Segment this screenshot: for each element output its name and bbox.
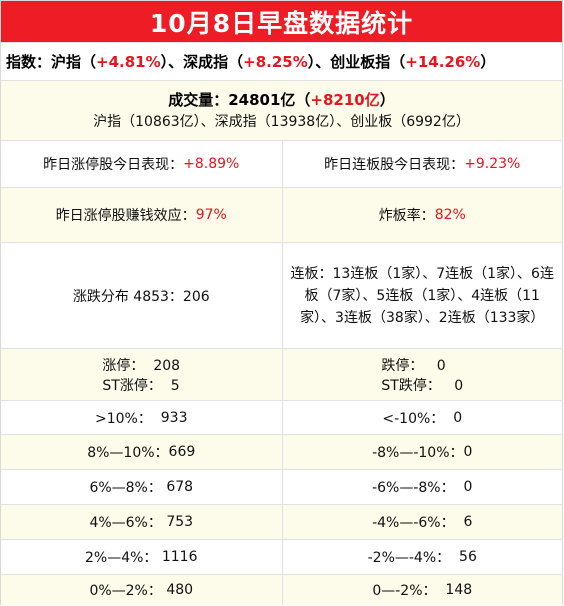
range-down-cell: 0—-2%： 148: [281, 575, 563, 605]
indices-row: 指数： 沪指（ +4.81% ）、深成指（ +8.25% ）、创业板指（ +14…: [1, 42, 562, 80]
range-down-cell: <-10%： 0: [281, 401, 563, 434]
range-up-value: 1116: [161, 549, 198, 565]
page-title: 10月8日早盘数据统计: [1, 1, 562, 42]
profit-effect-value: 97%: [195, 207, 227, 223]
range-up-value: 480: [166, 582, 194, 598]
range-up-label: 2%—4%：: [84, 550, 158, 566]
break-rate-label: 炸板率：: [378, 208, 435, 224]
performance-row: 昨日涨停股今日表现： +8.89% 昨日连板股今日表现： +9.23%: [1, 140, 562, 187]
range-down-value: 0: [463, 479, 473, 495]
st-limit-up-value: 5: [170, 377, 180, 394]
range-up-label: 0%—2%：: [89, 583, 162, 599]
range-down-value: 148: [445, 582, 473, 598]
sz-index-label: ）、深成指（: [160, 53, 244, 71]
st-limit-down-label: ST跌停：: [381, 377, 441, 394]
range-up-cell: 4%—6%： 753: [1, 505, 282, 539]
range-down-value: 0: [463, 444, 473, 460]
consecutive-performance-label: 昨日连板股今日表现：: [324, 157, 465, 173]
range-down-value: 6: [463, 514, 473, 530]
limit-down-cell: 跌停： 0 ST跌停： 0: [281, 349, 563, 400]
range-up-value: 753: [166, 514, 194, 530]
volume-total: 成交量：24801亿（+8210亿）: [168, 89, 395, 111]
profit-effect-label: 昨日涨停股赚钱效应：: [55, 208, 196, 224]
range-down-cell: -4%—-6%： 6: [281, 505, 563, 539]
range-down-cell: -2%—-4%： 56: [281, 540, 563, 574]
st-limit-down-value: 0: [454, 377, 464, 394]
range-up-cell: >10%： 933: [1, 401, 282, 434]
sh-index-change: +4.81%: [96, 52, 161, 71]
volume-label: 成交量：24801亿（: [168, 90, 311, 109]
range-row: >10%： 933 <-10%： 0: [1, 400, 562, 434]
sh-index-label: 沪指（: [51, 53, 97, 71]
range-down-label: -2%—-4%：: [367, 550, 451, 566]
range-up-value: 933: [160, 409, 188, 426]
limit-up-performance: 昨日涨停股今日表现： +8.89%: [1, 141, 282, 187]
volume-breakdown: 沪指（10863亿）、深成指（13938亿）、创业板（6992亿）: [93, 113, 470, 130]
rise-fall-distribution: 涨跌分布 4853：206: [72, 288, 210, 305]
range-up-label: 4%—6%：: [89, 515, 162, 531]
range-row: 2%—4%： 1116 -2%—-4%： 56: [1, 539, 562, 574]
indices-prefix: 指数：: [6, 53, 52, 71]
volume-change: +8210亿: [310, 90, 380, 109]
limit-up-value: 208: [153, 357, 181, 374]
limit-up-performance-value: +8.89%: [183, 156, 240, 172]
range-up-cell: 0%—2%： 480: [1, 575, 282, 605]
range-up-label: 8%—10%：: [87, 445, 169, 461]
range-row: 8%—10%： 669 -8%—-10%： 0: [1, 434, 562, 469]
range-up-cell: 6%—8%： 678: [1, 470, 282, 504]
range-row: 4%—6%： 753 -4%—-6%： 6: [1, 504, 562, 539]
range-up-value: 678: [166, 479, 194, 495]
limit-up-cell: 涨停： 208 ST涨停： 5: [1, 349, 282, 400]
break-rate: 炸板率： 82%: [281, 188, 563, 242]
distribution-row: 涨跌分布 4853：206 连板：13连板（1家）、7连板（1家）、6连板（7家…: [1, 242, 562, 348]
range-down-value: 0: [453, 409, 463, 426]
volume-close: ）: [379, 90, 395, 109]
consecutive-performance-value: +9.23%: [464, 156, 521, 172]
range-down-label: -8%—-10%：: [372, 445, 464, 461]
st-limit-up-label: ST涨停：: [102, 377, 162, 394]
limit-up-performance-label: 昨日涨停股今日表现：: [43, 157, 184, 173]
range-up-value: 669: [168, 444, 196, 460]
range-down-label: 0—-2%：: [372, 583, 437, 599]
range-row: 6%—8%： 678 -6%—-8%： 0: [1, 469, 562, 504]
consecutive-board-list: 连板：13连板（1家）、7连板（1家）、6连板（7家）、5连板（1家）、4连板（…: [281, 243, 563, 348]
break-rate-value: 82%: [434, 207, 466, 223]
limit-down-label: 跌停：: [381, 357, 424, 374]
limits-row: 涨停： 208 ST涨停： 5 跌停： 0 ST跌停： 0: [1, 348, 562, 400]
range-down-label: -4%—-6%：: [372, 515, 455, 531]
range-up-label: >10%：: [95, 410, 152, 427]
range-down-cell: -6%—-8%： 0: [281, 470, 563, 504]
range-down-value: 56: [459, 549, 477, 565]
effect-row: 昨日涨停股赚钱效应： 97% 炸板率： 82%: [1, 187, 562, 242]
range-up-label: 6%—8%：: [89, 480, 162, 496]
sz-index-change: +8.25%: [243, 52, 308, 71]
limit-down-value: 0: [436, 357, 446, 374]
consecutive-performance: 昨日连板股今日表现： +9.23%: [281, 141, 563, 187]
range-up-cell: 8%—10%： 669: [1, 435, 282, 469]
indices-suffix: ）: [480, 53, 496, 71]
range-down-label: <-10%：: [382, 410, 445, 427]
cy-index-change: +14.26%: [405, 52, 481, 71]
range-down-cell: -8%—-10%： 0: [281, 435, 563, 469]
cy-index-label: ）、创业板指（: [307, 53, 406, 71]
range-up-cell: 2%—4%： 1116: [1, 540, 282, 574]
volume-row: 成交量：24801亿（+8210亿） 沪指（10863亿）、深成指（13938亿…: [1, 80, 562, 140]
profit-effect: 昨日涨停股赚钱效应： 97%: [1, 188, 282, 242]
limit-up-label: 涨停：: [102, 357, 145, 374]
range-down-label: -6%—-8%：: [372, 480, 455, 496]
range-row: 0%—2%： 480 0—-2%： 148: [1, 574, 562, 605]
